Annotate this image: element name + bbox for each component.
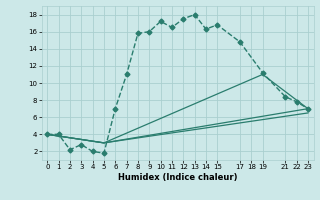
X-axis label: Humidex (Indice chaleur): Humidex (Indice chaleur): [118, 173, 237, 182]
